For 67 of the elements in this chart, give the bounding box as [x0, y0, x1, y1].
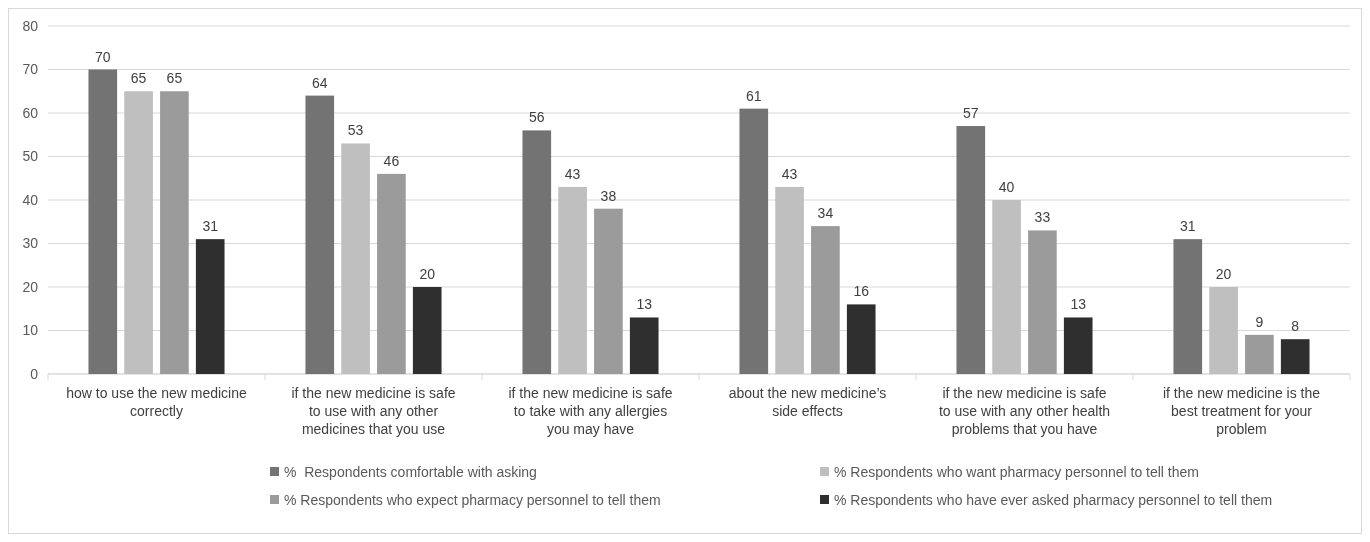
x-tick-label: if the new medicine is safe to use with any other health problems that you have: [938, 385, 1111, 437]
bar: [629, 317, 659, 374]
bar: [775, 186, 804, 374]
data-label: 43: [781, 165, 798, 182]
data-label: 56: [529, 109, 545, 126]
bar: [956, 126, 986, 374]
x-tick-label: how to use the new medicine correctly: [66, 385, 247, 419]
data-label: 46: [383, 152, 400, 169]
bar: [160, 91, 189, 374]
y-tick-label: 0: [30, 365, 39, 382]
data-label: 31: [202, 218, 219, 235]
data-label: 53: [347, 122, 364, 139]
data-label: 64: [312, 74, 328, 91]
legend-label: % Respondents comfortable with asking: [284, 463, 537, 480]
bar: [1028, 230, 1057, 374]
bar: [1245, 334, 1274, 374]
data-label: 43: [564, 165, 581, 182]
data-label: 33: [1034, 209, 1051, 226]
y-tick-label: 40: [22, 191, 39, 208]
data-label: 9: [1255, 313, 1264, 330]
data-label: 65: [166, 70, 183, 87]
x-tick-label: if the new medicine is safe to take with any allergies you may have: [508, 385, 673, 437]
bar: [341, 143, 370, 374]
bar: [739, 108, 769, 374]
bar: [992, 200, 1021, 374]
y-tick-label: 20: [22, 278, 39, 295]
data-label: 16: [853, 283, 870, 300]
legend-label: % Respondents who have ever asked pharmacy personnel to tell them: [834, 491, 1273, 508]
y-tick-label: 10: [22, 322, 39, 339]
y-tick-label: 50: [22, 148, 39, 165]
y-tick-label: 80: [22, 17, 39, 34]
data-label: 38: [600, 187, 617, 204]
data-label: 61: [746, 87, 762, 104]
bar: [522, 130, 552, 374]
bar: [1173, 239, 1203, 374]
y-tick-label: 30: [22, 235, 39, 252]
data-label: 40: [998, 179, 1015, 195]
bar: [1209, 287, 1238, 374]
bar: [124, 91, 153, 374]
bar: [377, 173, 406, 374]
x-tick-label: if the new medicine is the best treatment for your problem: [1162, 385, 1321, 437]
bar: [558, 186, 587, 374]
data-label: 13: [636, 296, 653, 313]
data-label: 8: [1291, 318, 1300, 335]
bar: [594, 208, 623, 374]
bar: [195, 239, 225, 374]
y-tick-label: 70: [22, 61, 39, 78]
data-label: 20: [419, 266, 436, 282]
bar: [305, 95, 335, 374]
data-label: 34: [817, 205, 834, 222]
legend-label: % Respondents who expect pharmacy personnel to tell them: [284, 491, 661, 508]
bar: [412, 287, 442, 374]
y-tick-label: 60: [22, 104, 39, 121]
bar: [1280, 339, 1310, 374]
bar: [846, 304, 876, 374]
x-tick-label: about the new medicine’s side effects: [728, 385, 887, 419]
bar: [811, 226, 840, 374]
data-label: 20: [1215, 266, 1232, 282]
data-label: 70: [95, 48, 111, 65]
x-tick-label: if the new medicine is safe to use with any other medicines that you use: [291, 385, 456, 437]
legend-label: % Respondents who want pharmacy personnel to tell them: [834, 463, 1199, 480]
data-label: 31: [1180, 218, 1196, 235]
data-label: 57: [963, 105, 979, 122]
bar: [1063, 317, 1093, 374]
bar: [88, 69, 118, 374]
data-label: 65: [130, 70, 147, 87]
data-label: 13: [1070, 296, 1087, 313]
